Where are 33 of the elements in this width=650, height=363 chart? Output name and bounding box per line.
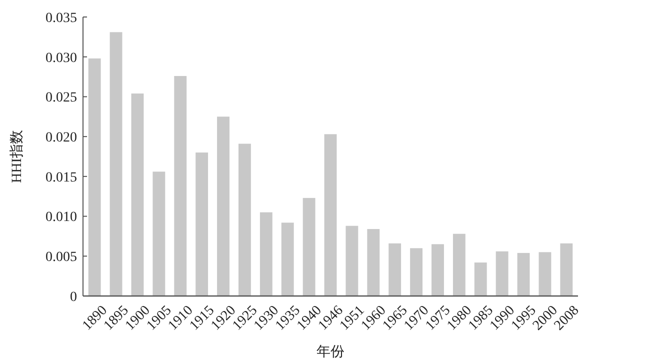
bar bbox=[452, 234, 466, 296]
bar bbox=[474, 262, 487, 296]
y-tick-label: 0.025 bbox=[46, 90, 77, 106]
bar bbox=[110, 32, 122, 296]
bar bbox=[217, 116, 230, 296]
bar bbox=[174, 76, 187, 296]
y-tick-label: 0.010 bbox=[46, 210, 77, 226]
y-tick-label: 0 bbox=[70, 290, 77, 305]
y-tick-label: 0.030 bbox=[46, 50, 77, 66]
bar bbox=[367, 229, 380, 296]
bar bbox=[324, 134, 337, 296]
y-tick-label: 0.005 bbox=[46, 250, 77, 266]
bar bbox=[196, 152, 208, 296]
bar bbox=[432, 244, 444, 296]
bar bbox=[152, 172, 166, 296]
bar bbox=[302, 198, 316, 296]
y-tick-label: 0.035 bbox=[46, 10, 77, 26]
bar bbox=[388, 243, 402, 296]
bar bbox=[281, 222, 294, 296]
y-tick-label: 0.020 bbox=[46, 130, 77, 146]
bar bbox=[88, 58, 101, 296]
bar bbox=[410, 248, 423, 296]
x-axis-title: 年份 bbox=[316, 344, 344, 360]
y-tick-label: 0.015 bbox=[46, 170, 77, 186]
bar bbox=[131, 94, 144, 296]
bar bbox=[560, 243, 573, 296]
bar bbox=[260, 212, 272, 296]
bar bbox=[538, 252, 552, 296]
bar bbox=[496, 251, 508, 296]
bar bbox=[346, 226, 358, 296]
bar bbox=[517, 252, 530, 296]
y-axis-title: HHI指数 bbox=[9, 130, 25, 183]
bar bbox=[238, 144, 251, 296]
